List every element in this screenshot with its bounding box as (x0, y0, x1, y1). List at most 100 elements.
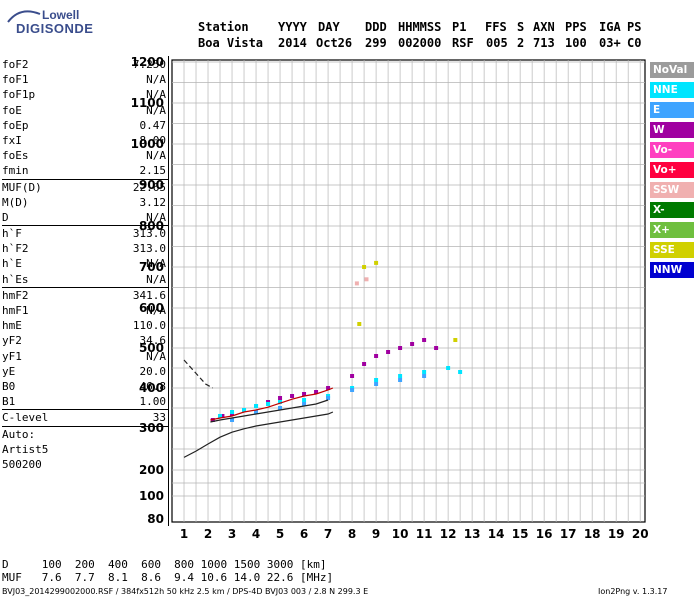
param-key: h`Es (2, 272, 29, 286)
param-value: N/A (146, 149, 166, 163)
logo-line1: Lowell (42, 8, 80, 22)
param-row: yF1 N/A (2, 349, 168, 364)
param-value: N/A (146, 210, 166, 224)
footer-version: Ion2Png v. 1.3.17 (598, 587, 668, 596)
legend-item: X+ (650, 222, 694, 238)
legend-item: W (650, 122, 694, 138)
param-row: D N/A (2, 210, 168, 225)
param-row: h`E N/A (2, 256, 168, 271)
x-tick-label: 6 (300, 527, 308, 541)
x-tick-label: 9 (372, 527, 380, 541)
param-key: B1 (2, 395, 16, 409)
panel-divider (168, 56, 169, 526)
y-tick-label: 500 (139, 341, 164, 355)
x-tick-label: 17 (560, 527, 577, 541)
param-row: fxI 8.00 (2, 133, 168, 148)
x-tick-label: 2 (204, 527, 212, 541)
curve-trace (210, 387, 334, 421)
param-value: 22.65 (132, 180, 166, 194)
data-point-ssw (354, 281, 359, 286)
y-tick-label: 800 (139, 219, 164, 233)
y-tick-label: 600 (139, 301, 164, 315)
param-value: N/A (146, 88, 166, 102)
param-key: foF1p (2, 88, 36, 102)
param-key: hmF2 (2, 288, 29, 302)
param-value: N/A (146, 272, 166, 286)
y-tick-label: 1000 (131, 137, 164, 151)
data-point-nne (218, 414, 223, 418)
data-point-w (422, 338, 427, 342)
data-point-w (220, 414, 225, 418)
data-point-w (410, 342, 415, 346)
param-key: MUF(D) (2, 180, 42, 194)
param-key: Artist5 (2, 442, 49, 456)
param-value: 0.47 (139, 118, 167, 132)
legend-item: X- (650, 202, 694, 218)
param-row: foF1p N/A (2, 87, 168, 102)
distance-row: D 100 200 400 600 800 1000 1500 3000 [km… (2, 558, 327, 571)
curve-lower (183, 411, 334, 458)
data-point-w (314, 390, 319, 394)
param-key: C-level (2, 411, 49, 425)
data-point-e (422, 374, 427, 378)
data-point-nne (254, 404, 259, 408)
header-label: YYYY (278, 20, 307, 34)
data-point-nne (446, 366, 451, 370)
lowell-digisonde-logo: Lowell DIGISONDE (6, 8, 100, 44)
param-key: Auto: (2, 427, 36, 441)
header-label: PPS (565, 20, 587, 34)
data-point-e (350, 388, 355, 392)
param-row: B1 1.00 (2, 394, 168, 409)
param-value: N/A (146, 103, 166, 117)
legend-item: E (650, 102, 694, 118)
param-value: 34.6 (139, 334, 167, 348)
param-key: D (2, 210, 9, 224)
data-point-w (350, 374, 355, 378)
header-value: Oct26 (316, 36, 353, 50)
data-point-sse (453, 338, 458, 342)
param-value: 46.8 (139, 379, 167, 393)
plot-frame (171, 59, 646, 523)
data-point-e (326, 396, 331, 400)
param-row: foEs N/A (2, 148, 168, 163)
data-point-w (362, 362, 367, 366)
param-key: h`F (2, 227, 22, 241)
param-value: 3.12 (139, 195, 167, 209)
header-value: C0 (627, 36, 642, 50)
param-row: yF2 34.6 (2, 333, 168, 348)
y-tick-label: 100 (139, 489, 164, 503)
x-tick-label: 11 (416, 527, 433, 541)
param-row: h`F2 313.0 (2, 241, 168, 256)
header-value: 005 (486, 36, 508, 50)
param-row: foE N/A (2, 103, 168, 118)
param-key: h`F2 (2, 242, 29, 256)
param-value: N/A (146, 349, 166, 363)
data-point-w (302, 392, 307, 396)
curve-upper-dashed (183, 359, 214, 389)
header-value: 100 (565, 36, 587, 50)
data-point-e (302, 402, 307, 406)
footer-file-info: BVJ03_2014299002000.RSF / 384fx512h 50 k… (2, 587, 369, 596)
param-key: yF2 (2, 334, 22, 348)
param-value: 33 (152, 411, 166, 425)
data-point-e (374, 382, 379, 386)
param-key: hmF1 (2, 304, 29, 317)
legend-item: SSE (650, 242, 694, 258)
data-point-w (326, 386, 331, 390)
x-tick-label: 4 (252, 527, 260, 541)
header-value: 03+ (599, 36, 621, 50)
param-row: foF1 N/A (2, 72, 168, 87)
logo-swoosh-icon (7, 10, 41, 23)
x-tick-label: 10 (392, 527, 409, 541)
param-row: yE 20.0 (2, 364, 168, 379)
x-tick-label: 19 (608, 527, 625, 541)
param-value: N/A (146, 304, 166, 317)
param-value: 313.0 (132, 242, 166, 256)
logo-line2: DIGISONDE (16, 21, 94, 36)
header-label: AXN (533, 20, 555, 34)
data-point-e (254, 410, 259, 414)
header-value: 299 (365, 36, 387, 50)
header-label: IGA (599, 20, 621, 34)
param-row: Auto: (2, 425, 168, 442)
data-point-nne (278, 400, 283, 404)
